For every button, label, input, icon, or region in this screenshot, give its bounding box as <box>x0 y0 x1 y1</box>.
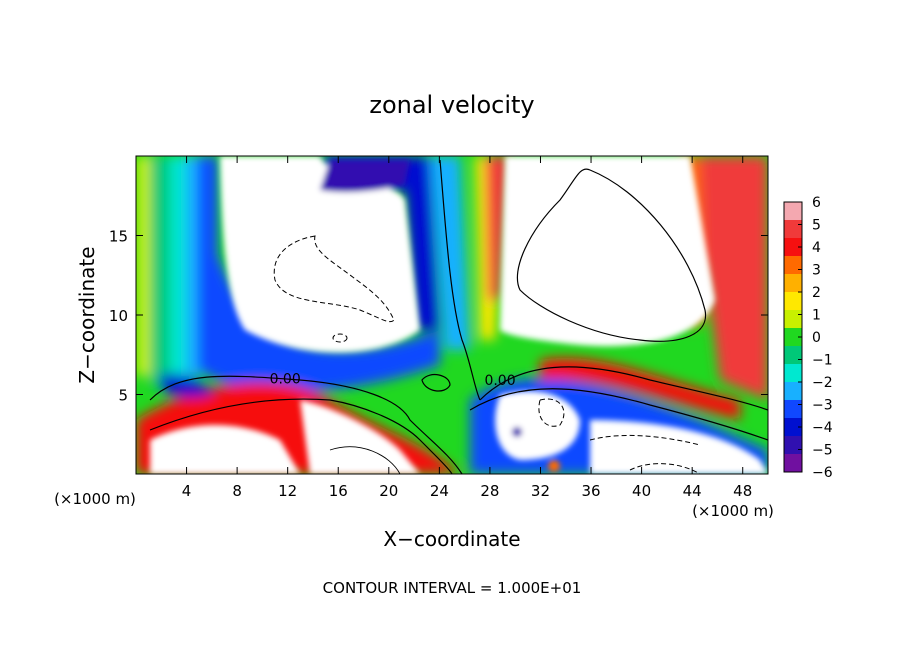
x-tick-label: 40 <box>632 482 651 500</box>
colorbar-segment <box>784 328 802 347</box>
x-unit-label-right: (×1000 m) <box>692 502 774 520</box>
x-tick-label: 24 <box>430 482 449 500</box>
contour-labels: 0.00 0.00 <box>270 372 516 390</box>
field-band <box>495 391 580 460</box>
x-tick-label: 32 <box>531 482 550 500</box>
field-band <box>320 160 410 193</box>
contour-line-negative <box>332 333 348 343</box>
colorbar-segment <box>784 202 802 221</box>
colorbar-tick-label: −5 <box>812 443 833 459</box>
colorbar-segment <box>784 274 802 293</box>
field-band <box>150 425 300 474</box>
contour-line-negative <box>273 235 395 323</box>
colorbar-segment <box>784 292 802 311</box>
x-tick-label: 12 <box>278 482 297 500</box>
contour-line-positive <box>329 446 401 474</box>
colorbar-tick-label: 5 <box>812 218 821 234</box>
contour-line-negative <box>538 398 565 427</box>
x-axis: 4 8 12 16 20 24 28 32 36 40 44 48 <box>182 156 752 500</box>
colorbar-tick-label: 4 <box>812 240 821 256</box>
contour-line-zero <box>479 366 768 411</box>
contour-label: 0.00 <box>484 373 515 389</box>
colorbar-tick-label: −2 <box>812 375 833 391</box>
contour-line-zero <box>149 375 463 474</box>
field-band <box>590 420 768 474</box>
colorbar-segment <box>784 220 802 239</box>
contour-label: 0.00 <box>270 372 301 388</box>
contour-line-negative <box>589 434 701 446</box>
contour-line-zero <box>469 388 768 441</box>
y-tick-label: 15 <box>109 228 128 246</box>
colorbar-tick-label: 2 <box>812 285 821 301</box>
contour-lines <box>149 159 768 474</box>
colorbar-tick-label: −4 <box>812 420 833 436</box>
field-band <box>485 156 510 300</box>
x-unit-label-left: (×1000 m) <box>54 490 136 508</box>
field-band <box>512 427 522 437</box>
colorbar-segment <box>784 454 802 473</box>
y-axis: 5 10 15 <box>109 228 768 405</box>
x-axis-label: X−coordinate <box>383 527 520 551</box>
field-band <box>548 460 560 472</box>
y-axis-label: Z−coordinate <box>75 246 99 383</box>
field-band <box>690 156 768 400</box>
x-tick-label: 4 <box>182 482 192 500</box>
velocity-field <box>136 156 768 474</box>
contour-line-positive <box>516 168 707 342</box>
colorbar-segment <box>784 364 802 383</box>
chart-title: zonal velocity <box>369 91 534 119</box>
contour-lines-negative <box>273 235 701 474</box>
field-band <box>500 156 715 347</box>
colorbar-segment <box>784 382 802 401</box>
colorbar-tick-label: 6 <box>812 195 821 211</box>
colorbar-tick-label: 3 <box>812 263 821 279</box>
colorbar-segment <box>784 400 802 419</box>
x-tick-label: 36 <box>581 482 600 500</box>
colorbar-segment <box>784 436 802 455</box>
y-tick-label: 10 <box>109 307 128 325</box>
contour-line-zero <box>421 373 451 392</box>
x-tick-label: 16 <box>329 482 348 500</box>
contour-line-zero <box>439 159 481 401</box>
colorbar-segment <box>784 346 802 365</box>
x-tick-label: 8 <box>232 482 242 500</box>
y-tick-label: 5 <box>118 387 128 405</box>
field-band <box>200 200 440 392</box>
colorbar-segment <box>784 310 802 329</box>
contour-line-zero <box>149 398 453 474</box>
field-band <box>320 156 440 330</box>
colorbar: 6 5 4 3 2 1 0 −1 −2 −3 −4 −5 −6 <box>783 195 833 481</box>
colorbar-segment <box>784 418 802 437</box>
contour-interval-footer: CONTOUR INTERVAL = 1.000E+01 <box>323 579 582 597</box>
field-band <box>300 400 420 474</box>
colorbar-tick-label: 0 <box>812 330 821 346</box>
x-tick-label: 48 <box>733 482 752 500</box>
colorbar-tick-label: −6 <box>812 465 833 481</box>
field-band <box>220 156 420 353</box>
colorbar-tick-label: −1 <box>812 353 833 369</box>
colorbar-segment <box>784 238 802 257</box>
colorbar-tick-label: 1 <box>812 308 821 324</box>
field-band <box>540 358 740 420</box>
colorbar-segment <box>784 256 802 275</box>
field-band <box>430 156 470 350</box>
contour-line-negative <box>629 463 701 474</box>
x-tick-label: 44 <box>683 482 702 500</box>
x-tick-label: 28 <box>480 482 499 500</box>
field-band <box>160 373 215 398</box>
x-tick-label: 20 <box>379 482 398 500</box>
colorbar-tick-label: −3 <box>812 398 833 414</box>
